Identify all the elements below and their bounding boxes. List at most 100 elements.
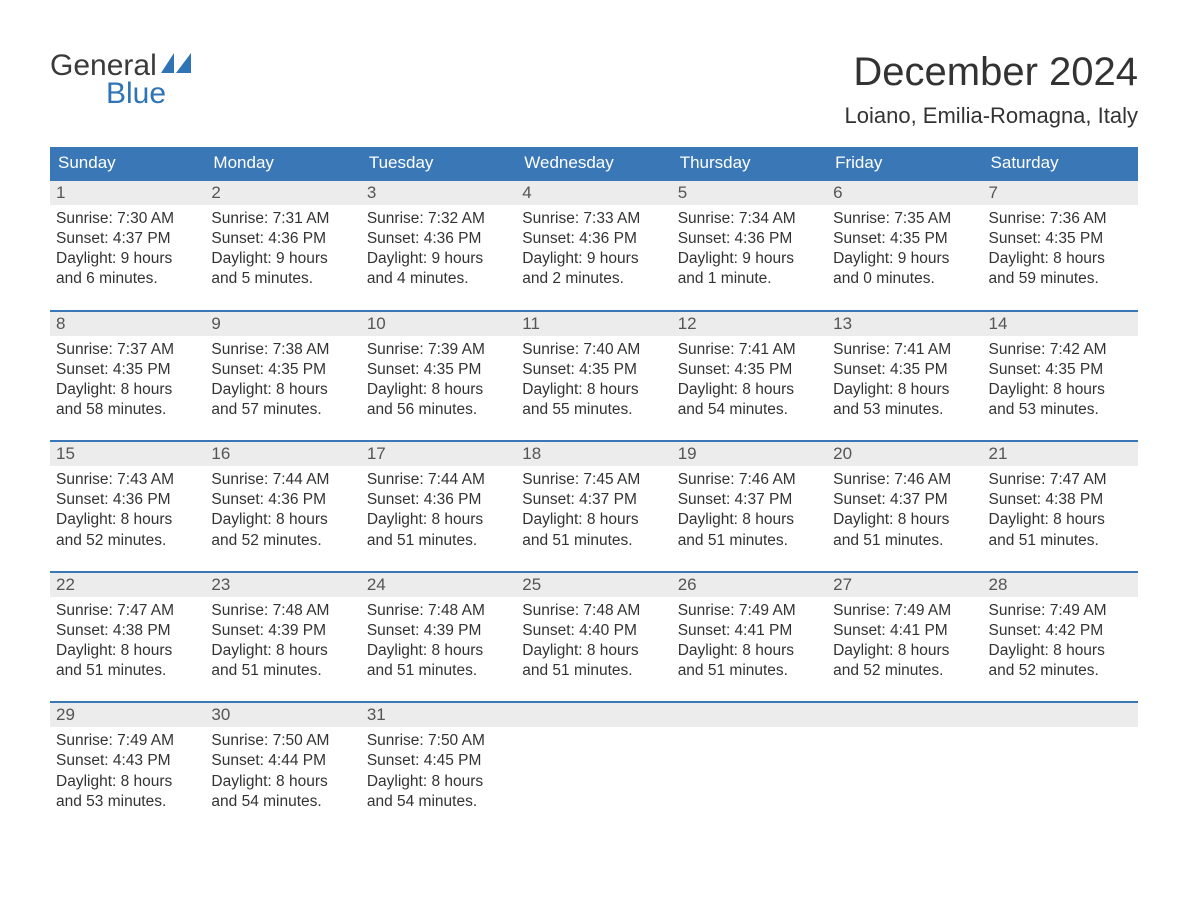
sunset-line: Sunset: 4:36 PM bbox=[211, 229, 354, 249]
day-cell: 21Sunrise: 7:47 AMSunset: 4:38 PMDayligh… bbox=[983, 442, 1138, 557]
week-row: 22Sunrise: 7:47 AMSunset: 4:38 PMDayligh… bbox=[50, 571, 1138, 688]
day-cell: 6Sunrise: 7:35 AMSunset: 4:35 PMDaylight… bbox=[827, 181, 982, 296]
weeks-container: 1Sunrise: 7:30 AMSunset: 4:37 PMDaylight… bbox=[50, 179, 1138, 818]
day-body bbox=[983, 727, 1138, 811]
sunset-line: Sunset: 4:35 PM bbox=[833, 360, 976, 380]
sunset-line: Sunset: 4:35 PM bbox=[211, 360, 354, 380]
day-number: 22 bbox=[50, 573, 205, 597]
daylight-line-2: and 52 minutes. bbox=[833, 661, 976, 681]
sunset-line: Sunset: 4:39 PM bbox=[211, 621, 354, 641]
sunrise-line: Sunrise: 7:49 AM bbox=[678, 601, 821, 621]
daylight-line-2: and 5 minutes. bbox=[211, 269, 354, 289]
daylight-line-1: Daylight: 8 hours bbox=[678, 641, 821, 661]
day-number: 31 bbox=[361, 703, 516, 727]
day-cell: 8Sunrise: 7:37 AMSunset: 4:35 PMDaylight… bbox=[50, 312, 205, 427]
sunrise-line: Sunrise: 7:42 AM bbox=[989, 340, 1132, 360]
day-body: Sunrise: 7:41 AMSunset: 4:35 PMDaylight:… bbox=[827, 336, 982, 427]
day-number: 30 bbox=[205, 703, 360, 727]
day-cell: 4Sunrise: 7:33 AMSunset: 4:36 PMDaylight… bbox=[516, 181, 671, 296]
daylight-line-1: Daylight: 9 hours bbox=[678, 249, 821, 269]
day-cell: 9Sunrise: 7:38 AMSunset: 4:35 PMDaylight… bbox=[205, 312, 360, 427]
sunrise-line: Sunrise: 7:43 AM bbox=[56, 470, 199, 490]
sunrise-line: Sunrise: 7:49 AM bbox=[56, 731, 199, 751]
day-number: 9 bbox=[205, 312, 360, 336]
sunset-line: Sunset: 4:39 PM bbox=[367, 621, 510, 641]
day-number: 13 bbox=[827, 312, 982, 336]
daylight-line-1: Daylight: 8 hours bbox=[833, 510, 976, 530]
day-body: Sunrise: 7:47 AMSunset: 4:38 PMDaylight:… bbox=[50, 597, 205, 688]
daylight-line-1: Daylight: 9 hours bbox=[522, 249, 665, 269]
day-number: 24 bbox=[361, 573, 516, 597]
daylight-line-2: and 58 minutes. bbox=[56, 400, 199, 420]
week-row: 8Sunrise: 7:37 AMSunset: 4:35 PMDaylight… bbox=[50, 310, 1138, 427]
day-cell: 7Sunrise: 7:36 AMSunset: 4:35 PMDaylight… bbox=[983, 181, 1138, 296]
sunrise-line: Sunrise: 7:48 AM bbox=[211, 601, 354, 621]
day-number bbox=[983, 703, 1138, 727]
day-body: Sunrise: 7:48 AMSunset: 4:39 PMDaylight:… bbox=[205, 597, 360, 688]
daylight-line-1: Daylight: 8 hours bbox=[678, 380, 821, 400]
weekday-header-row: Sunday Monday Tuesday Wednesday Thursday… bbox=[50, 147, 1138, 179]
daylight-line-1: Daylight: 8 hours bbox=[367, 510, 510, 530]
daylight-line-2: and 6 minutes. bbox=[56, 269, 199, 289]
daylight-line-1: Daylight: 8 hours bbox=[522, 641, 665, 661]
day-number: 14 bbox=[983, 312, 1138, 336]
day-body: Sunrise: 7:44 AMSunset: 4:36 PMDaylight:… bbox=[361, 466, 516, 557]
daylight-line-2: and 54 minutes. bbox=[367, 792, 510, 812]
daylight-line-1: Daylight: 8 hours bbox=[989, 510, 1132, 530]
week-row: 15Sunrise: 7:43 AMSunset: 4:36 PMDayligh… bbox=[50, 440, 1138, 557]
weekday-header: Wednesday bbox=[516, 147, 671, 179]
sunset-line: Sunset: 4:42 PM bbox=[989, 621, 1132, 641]
day-body: Sunrise: 7:41 AMSunset: 4:35 PMDaylight:… bbox=[672, 336, 827, 427]
weekday-header: Saturday bbox=[983, 147, 1138, 179]
daylight-line-2: and 52 minutes. bbox=[211, 531, 354, 551]
day-cell: 18Sunrise: 7:45 AMSunset: 4:37 PMDayligh… bbox=[516, 442, 671, 557]
day-body: Sunrise: 7:50 AMSunset: 4:44 PMDaylight:… bbox=[205, 727, 360, 818]
weekday-header: Friday bbox=[827, 147, 982, 179]
sunrise-line: Sunrise: 7:48 AM bbox=[367, 601, 510, 621]
day-number: 27 bbox=[827, 573, 982, 597]
day-body: Sunrise: 7:30 AMSunset: 4:37 PMDaylight:… bbox=[50, 205, 205, 296]
sunrise-line: Sunrise: 7:38 AM bbox=[211, 340, 354, 360]
week-row: 1Sunrise: 7:30 AMSunset: 4:37 PMDaylight… bbox=[50, 179, 1138, 296]
brand-word-2: Blue bbox=[50, 78, 195, 110]
sunrise-line: Sunrise: 7:49 AM bbox=[989, 601, 1132, 621]
day-number: 11 bbox=[516, 312, 671, 336]
sunrise-line: Sunrise: 7:47 AM bbox=[989, 470, 1132, 490]
daylight-line-2: and 53 minutes. bbox=[56, 792, 199, 812]
sunrise-line: Sunrise: 7:39 AM bbox=[367, 340, 510, 360]
day-body: Sunrise: 7:39 AMSunset: 4:35 PMDaylight:… bbox=[361, 336, 516, 427]
daylight-line-1: Daylight: 8 hours bbox=[833, 380, 976, 400]
sunset-line: Sunset: 4:36 PM bbox=[522, 229, 665, 249]
sunset-line: Sunset: 4:35 PM bbox=[367, 360, 510, 380]
daylight-line-2: and 1 minute. bbox=[678, 269, 821, 289]
day-body: Sunrise: 7:45 AMSunset: 4:37 PMDaylight:… bbox=[516, 466, 671, 557]
daylight-line-2: and 51 minutes. bbox=[989, 531, 1132, 551]
day-body: Sunrise: 7:48 AMSunset: 4:39 PMDaylight:… bbox=[361, 597, 516, 688]
brand-logo: General Blue bbox=[50, 50, 195, 109]
day-cell: 31Sunrise: 7:50 AMSunset: 4:45 PMDayligh… bbox=[361, 703, 516, 818]
daylight-line-1: Daylight: 8 hours bbox=[367, 772, 510, 792]
sunrise-line: Sunrise: 7:41 AM bbox=[833, 340, 976, 360]
day-number bbox=[516, 703, 671, 727]
day-body: Sunrise: 7:47 AMSunset: 4:38 PMDaylight:… bbox=[983, 466, 1138, 557]
day-body: Sunrise: 7:36 AMSunset: 4:35 PMDaylight:… bbox=[983, 205, 1138, 296]
daylight-line-2: and 51 minutes. bbox=[678, 531, 821, 551]
daylight-line-2: and 59 minutes. bbox=[989, 269, 1132, 289]
day-body: Sunrise: 7:49 AMSunset: 4:43 PMDaylight:… bbox=[50, 727, 205, 818]
sunrise-line: Sunrise: 7:30 AM bbox=[56, 209, 199, 229]
page-subtitle: Loiano, Emilia-Romagna, Italy bbox=[845, 103, 1138, 129]
day-cell: 25Sunrise: 7:48 AMSunset: 4:40 PMDayligh… bbox=[516, 573, 671, 688]
day-cell bbox=[827, 703, 982, 818]
daylight-line-2: and 51 minutes. bbox=[833, 531, 976, 551]
daylight-line-2: and 53 minutes. bbox=[833, 400, 976, 420]
day-cell: 28Sunrise: 7:49 AMSunset: 4:42 PMDayligh… bbox=[983, 573, 1138, 688]
sunrise-line: Sunrise: 7:36 AM bbox=[989, 209, 1132, 229]
day-body: Sunrise: 7:33 AMSunset: 4:36 PMDaylight:… bbox=[516, 205, 671, 296]
sunset-line: Sunset: 4:38 PM bbox=[989, 490, 1132, 510]
day-cell bbox=[983, 703, 1138, 818]
week-row: 29Sunrise: 7:49 AMSunset: 4:43 PMDayligh… bbox=[50, 701, 1138, 818]
day-number: 28 bbox=[983, 573, 1138, 597]
day-cell bbox=[516, 703, 671, 818]
sunset-line: Sunset: 4:36 PM bbox=[56, 490, 199, 510]
sunrise-line: Sunrise: 7:44 AM bbox=[211, 470, 354, 490]
